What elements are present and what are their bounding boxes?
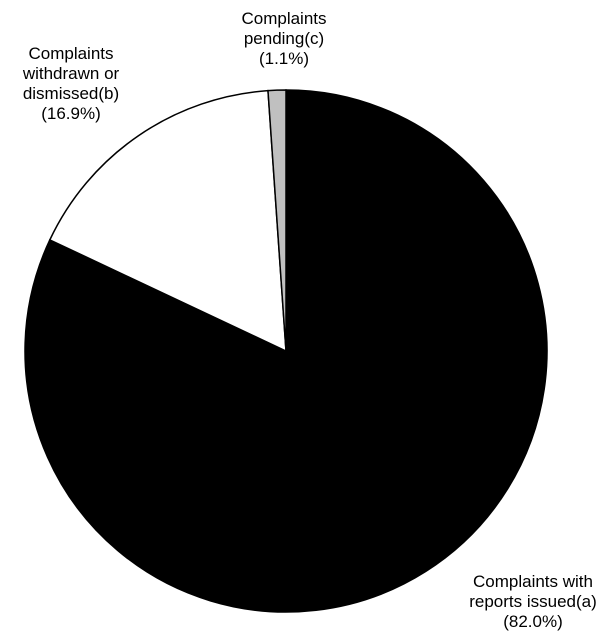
pie-label-line: withdrawn or bbox=[22, 64, 120, 83]
pie-label-0: Complaints with reports issued(a) (82.0%) bbox=[469, 572, 597, 631]
pie-label-line: Complaints bbox=[28, 44, 113, 63]
pie-label-line: dismissed(b) bbox=[23, 84, 119, 103]
pie-label-line: pending(c) bbox=[244, 29, 324, 48]
pie-label-line: (16.9%) bbox=[41, 104, 101, 123]
pie-slice-2 bbox=[267, 89, 287, 352]
pie-label-line: (1.1%) bbox=[259, 49, 309, 68]
pie-label-2: Complaints pending(c) (1.1%) bbox=[241, 9, 326, 68]
pie-slice-1 bbox=[48, 89, 287, 353]
pie-labels: Complaints with reports issued(a) (82.0%)C… bbox=[22, 9, 597, 631]
pie-label-line: Complaints bbox=[241, 9, 326, 28]
pie-label-line: Complaints with bbox=[473, 572, 593, 591]
pie-label-line: (82.0%) bbox=[503, 612, 563, 631]
pie-slices bbox=[24, 89, 548, 613]
pie-label-line: reports issued(a) bbox=[469, 592, 597, 611]
pie-label-1: Complaints withdrawn or dismissed(b) (16.9%… bbox=[22, 44, 120, 123]
